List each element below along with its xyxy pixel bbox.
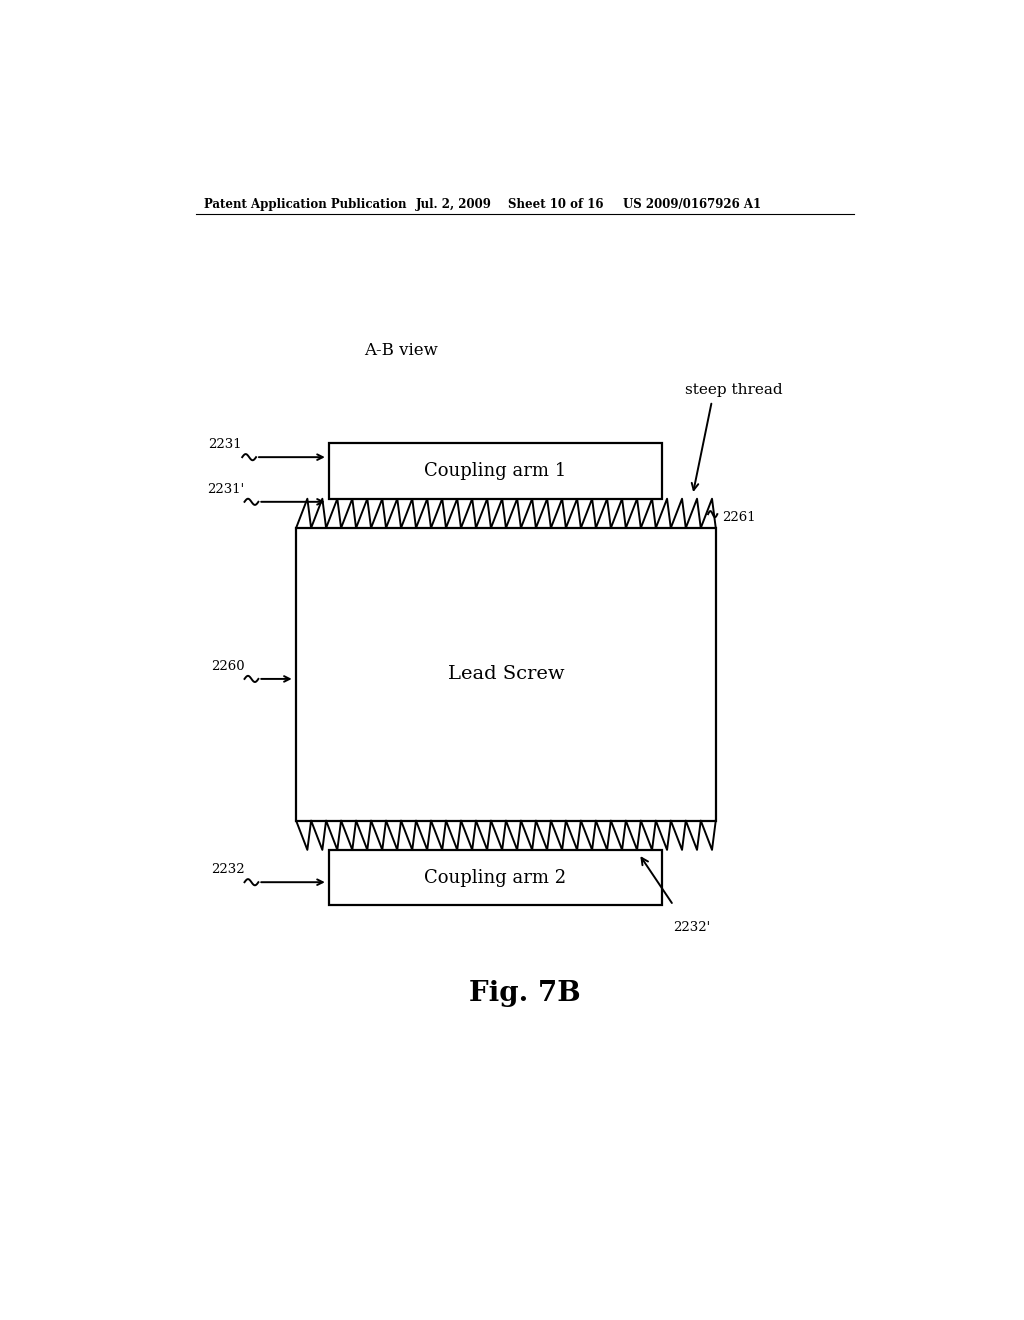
Text: US 2009/0167926 A1: US 2009/0167926 A1 bbox=[624, 198, 762, 211]
Bar bbox=[330, 850, 662, 906]
Text: Patent Application Publication: Patent Application Publication bbox=[204, 198, 407, 211]
Text: Sheet 10 of 16: Sheet 10 of 16 bbox=[508, 198, 603, 211]
Text: 2231': 2231' bbox=[207, 483, 245, 496]
Text: A-B view: A-B view bbox=[364, 342, 437, 359]
Text: Coupling arm 2: Coupling arm 2 bbox=[425, 869, 566, 887]
Text: 2231: 2231 bbox=[209, 438, 243, 451]
Text: 2260: 2260 bbox=[211, 660, 245, 673]
Text: Fig. 7B: Fig. 7B bbox=[469, 981, 581, 1007]
Text: 2232: 2232 bbox=[211, 863, 245, 876]
Text: 2232': 2232' bbox=[674, 921, 711, 933]
Bar bbox=[296, 528, 716, 821]
Text: 2261: 2261 bbox=[722, 511, 756, 524]
Text: steep thread: steep thread bbox=[685, 383, 782, 397]
Text: Coupling arm 1: Coupling arm 1 bbox=[424, 462, 566, 480]
Bar bbox=[330, 444, 662, 499]
Text: Jul. 2, 2009: Jul. 2, 2009 bbox=[416, 198, 492, 211]
Text: Lead Screw: Lead Screw bbox=[447, 665, 564, 684]
